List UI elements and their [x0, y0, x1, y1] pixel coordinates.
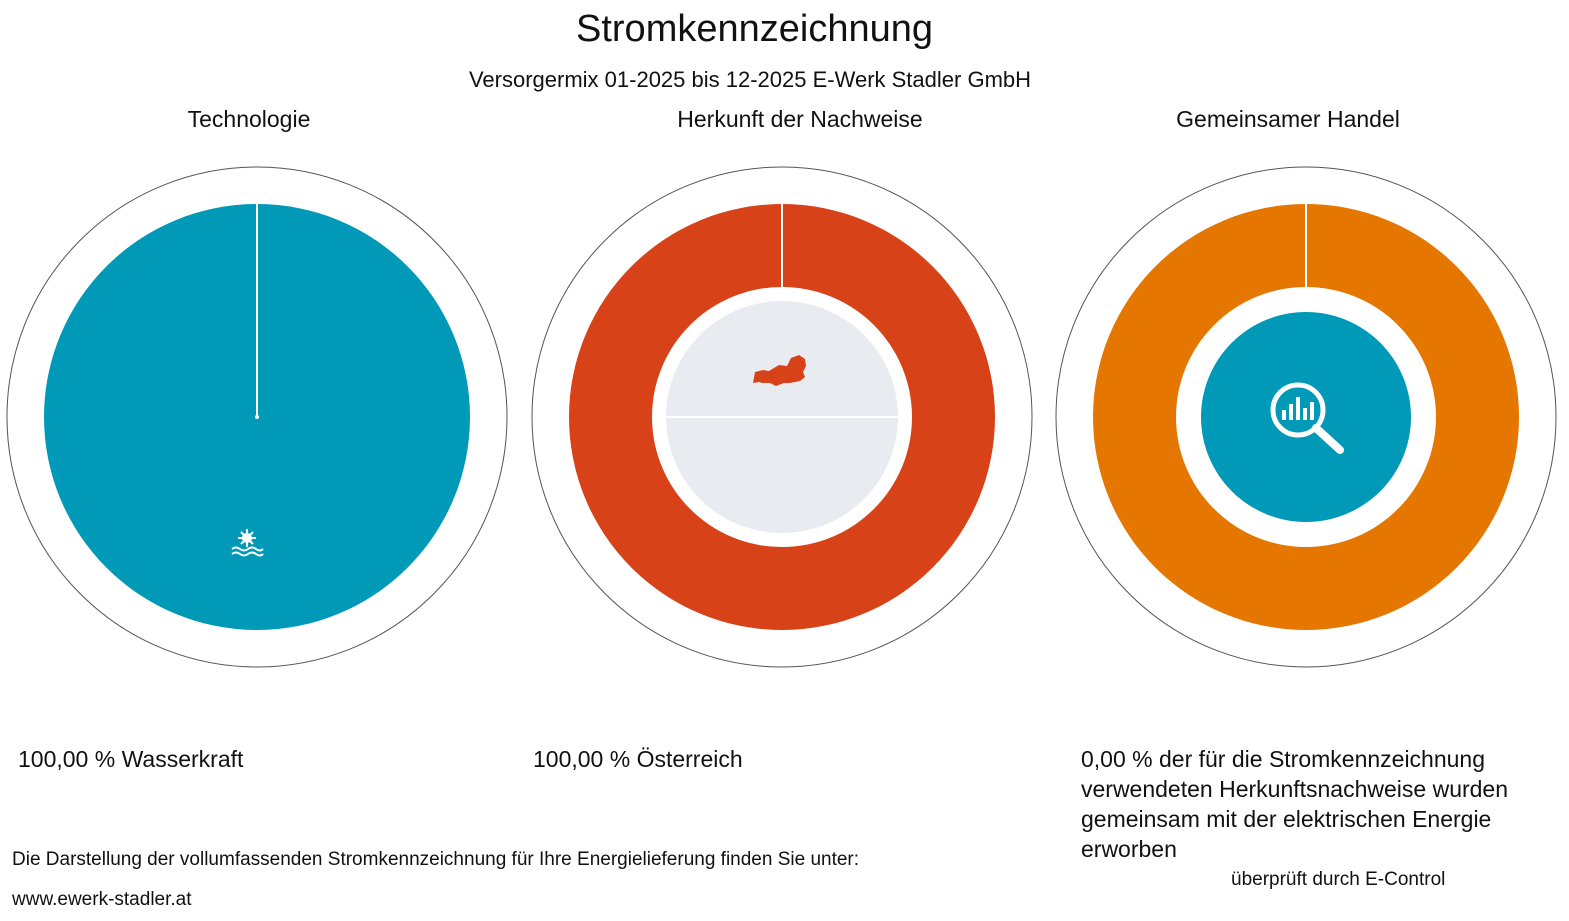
subtitle: Versorgermix 01-2025 bis 12-2025 E-Werk … — [468, 67, 1032, 92]
center-dot — [255, 415, 259, 419]
chart-origin — [531, 166, 1033, 668]
chart-title-origin: Herkunft der Nachweise — [677, 106, 923, 132]
technology-label: 100,00 % Wasserkraft — [18, 746, 244, 772]
trade-label: 0,00 % der für die Stromkennzeichnung ve… — [1081, 746, 1509, 862]
chart-title-technology: Technologie — [187, 106, 311, 132]
chart-technology — [6, 166, 508, 668]
website-link[interactable]: www.ewerk-stadler.at — [12, 889, 192, 910]
verified-note: überprüft durch E-Control — [1231, 869, 1446, 890]
austria-map-icon — [753, 355, 806, 386]
outer-ring — [6, 166, 508, 668]
hydro-icon — [231, 529, 264, 557]
origin-label: 100,00 % Österreich — [533, 746, 743, 772]
outer-ring — [1055, 166, 1557, 668]
outer-ring — [531, 166, 1033, 668]
chart-title-trade: Gemeinsamer Handel — [1176, 106, 1400, 132]
page-title: Stromkennzeichnung — [576, 8, 933, 50]
magnifier-chart-icon — [1270, 382, 1344, 454]
chart-trade — [1055, 166, 1557, 668]
footer-text: Die Darstellung der vollumfassenden Stro… — [12, 849, 860, 870]
